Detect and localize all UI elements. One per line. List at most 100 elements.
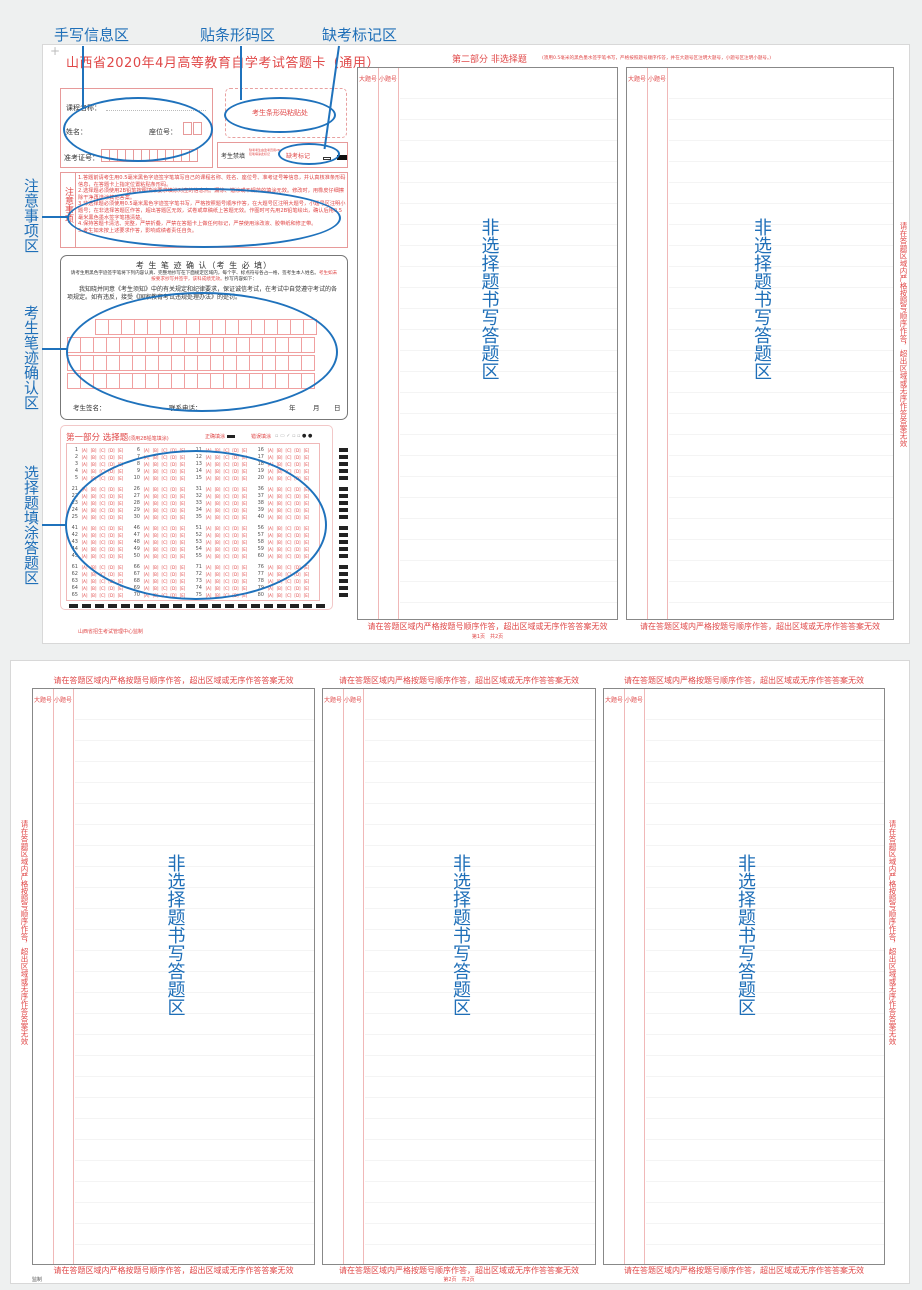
- answer-box[interactable]: 大题号 小题号 非选择题书写答题区: [32, 688, 315, 1265]
- option-bubble[interactable]: [E]: [303, 579, 310, 584]
- option-bubble[interactable]: [A]: [267, 593, 274, 598]
- option-bubble[interactable]: [B]: [90, 579, 97, 584]
- option-bubble[interactable]: [B]: [276, 462, 283, 467]
- writing-line: [400, 455, 617, 456]
- option-bubble[interactable]: [E]: [303, 448, 310, 453]
- question-number: 80: [257, 592, 264, 598]
- option-bubble[interactable]: [A]: [267, 448, 274, 453]
- option-bubble[interactable]: [C]: [285, 455, 292, 460]
- option-bubble[interactable]: [C]: [285, 579, 292, 584]
- option-bubble[interactable]: [A]: [267, 455, 274, 460]
- option-bubble[interactable]: [E]: [241, 448, 248, 453]
- option-bubble[interactable]: [A]: [81, 448, 88, 453]
- option-bubble[interactable]: [B]: [152, 448, 159, 453]
- answer-box[interactable]: 大题号 小题号 非选择题书写答题区: [322, 688, 596, 1265]
- option-bubble[interactable]: [E]: [303, 455, 310, 460]
- option-bubble[interactable]: [D]: [108, 593, 115, 598]
- answer-box[interactable]: 大题号 小题号 非选择题书写答题区: [603, 688, 885, 1265]
- option-bubble[interactable]: [E]: [117, 593, 124, 598]
- option-bubble[interactable]: [B]: [276, 455, 283, 460]
- option-bubble[interactable]: [C]: [285, 586, 292, 591]
- option-bubble[interactable]: [D]: [294, 469, 301, 474]
- option-bubble[interactable]: [D]: [108, 462, 115, 467]
- option-bubble[interactable]: [D]: [108, 586, 115, 591]
- writing-line: [669, 308, 893, 309]
- option-bubble[interactable]: [B]: [276, 593, 283, 598]
- option-bubble[interactable]: [A]: [81, 469, 88, 474]
- answer-box[interactable]: 大题号 小题号 非选择题书写答题区: [357, 67, 618, 620]
- question: 16 [A] [B] [C] [D] [E]: [255, 447, 317, 454]
- option-bubble[interactable]: [B]: [90, 586, 97, 591]
- option-bubble[interactable]: [E]: [303, 469, 310, 474]
- option-bubble[interactable]: [D]: [294, 593, 301, 598]
- option-bubble[interactable]: [D]: [294, 586, 301, 591]
- writing-line: [365, 845, 595, 846]
- option-bubble[interactable]: [E]: [117, 448, 124, 453]
- option-bubble[interactable]: [B]: [90, 572, 97, 577]
- writing-line: [365, 1139, 595, 1140]
- option-bubble[interactable]: [A]: [81, 572, 88, 577]
- option-bubble[interactable]: [C]: [223, 448, 230, 453]
- option-bubble[interactable]: [B]: [276, 586, 283, 591]
- option-bubble[interactable]: [B]: [90, 462, 97, 467]
- writing-line: [646, 887, 884, 888]
- timing-mark: [339, 448, 348, 452]
- option-bubble[interactable]: [A]: [81, 462, 88, 467]
- annotation-nonchoice: 非选择题书写答题区: [478, 218, 500, 380]
- option-bubble[interactable]: [C]: [99, 462, 106, 467]
- writing-line: [400, 266, 617, 267]
- option-bubble[interactable]: [E]: [303, 476, 310, 481]
- option-bubble[interactable]: [C]: [99, 586, 106, 591]
- option-bubble[interactable]: [D]: [294, 455, 301, 460]
- instruction-end-text: 抄写内容如下：: [224, 277, 257, 282]
- option-bubble[interactable]: [C]: [161, 448, 168, 453]
- option-bubble[interactable]: [E]: [303, 565, 310, 570]
- supervisor-text: 监制: [32, 1277, 43, 1283]
- option-bubble[interactable]: [E]: [241, 593, 248, 598]
- option-bubble[interactable]: [E]: [117, 586, 124, 591]
- writing-line: [365, 929, 595, 930]
- option-bubble[interactable]: [C]: [285, 448, 292, 453]
- writing-line: [646, 992, 884, 993]
- option-bubble[interactable]: [D]: [294, 572, 301, 577]
- option-bubble[interactable]: [E]: [303, 462, 310, 467]
- option-bubble[interactable]: [D]: [294, 579, 301, 584]
- option-bubble[interactable]: [D]: [108, 448, 115, 453]
- option-bubble[interactable]: [A]: [81, 455, 88, 460]
- option-bubble[interactable]: [C]: [285, 593, 292, 598]
- option-bubble[interactable]: [D]: [108, 455, 115, 460]
- option-bubble[interactable]: [E]: [117, 455, 124, 460]
- option-bubble[interactable]: [C]: [99, 593, 106, 598]
- option-bubble[interactable]: [C]: [99, 448, 106, 453]
- option-bubble[interactable]: [E]: [303, 572, 310, 577]
- option-bubble[interactable]: [E]: [303, 593, 310, 598]
- timing-mark: [212, 604, 221, 608]
- header-warning: 请在答题区域内严格按题号顺序作答，超出区域或无序作答答案无效: [624, 676, 864, 685]
- option-bubble[interactable]: [A]: [81, 579, 88, 584]
- option-bubble[interactable]: [A]: [81, 586, 88, 591]
- option-bubble[interactable]: [B]: [90, 455, 97, 460]
- option-bubble[interactable]: [A]: [143, 448, 150, 453]
- option-bubble[interactable]: [E]: [303, 586, 310, 591]
- option-bubble[interactable]: [D]: [294, 448, 301, 453]
- option-bubble[interactable]: [C]: [99, 455, 106, 460]
- option-bubble[interactable]: [D]: [232, 448, 239, 453]
- option-bubble[interactable]: [C]: [285, 462, 292, 467]
- writing-line: [75, 1139, 314, 1140]
- option-bubble[interactable]: [A]: [81, 593, 88, 598]
- writing-line: [400, 413, 617, 414]
- option-bubble[interactable]: [B]: [276, 448, 283, 453]
- option-bubble[interactable]: [A]: [267, 586, 274, 591]
- option-bubble[interactable]: [A]: [81, 476, 88, 481]
- writing-line: [75, 1202, 314, 1203]
- answer-box[interactable]: 大题号 小题号 非选择题书写答题区: [626, 67, 894, 620]
- option-bubble[interactable]: [D]: [294, 462, 301, 467]
- option-bubble[interactable]: [B]: [90, 469, 97, 474]
- option-bubble[interactable]: [B]: [90, 593, 97, 598]
- option-bubble[interactable]: [C]: [99, 579, 106, 584]
- option-bubble[interactable]: [A]: [143, 593, 150, 598]
- month-label: 月: [313, 404, 320, 412]
- option-bubble[interactable]: [B]: [90, 448, 97, 453]
- option-bubble[interactable]: [A]: [81, 565, 88, 570]
- writing-line: [400, 308, 617, 309]
